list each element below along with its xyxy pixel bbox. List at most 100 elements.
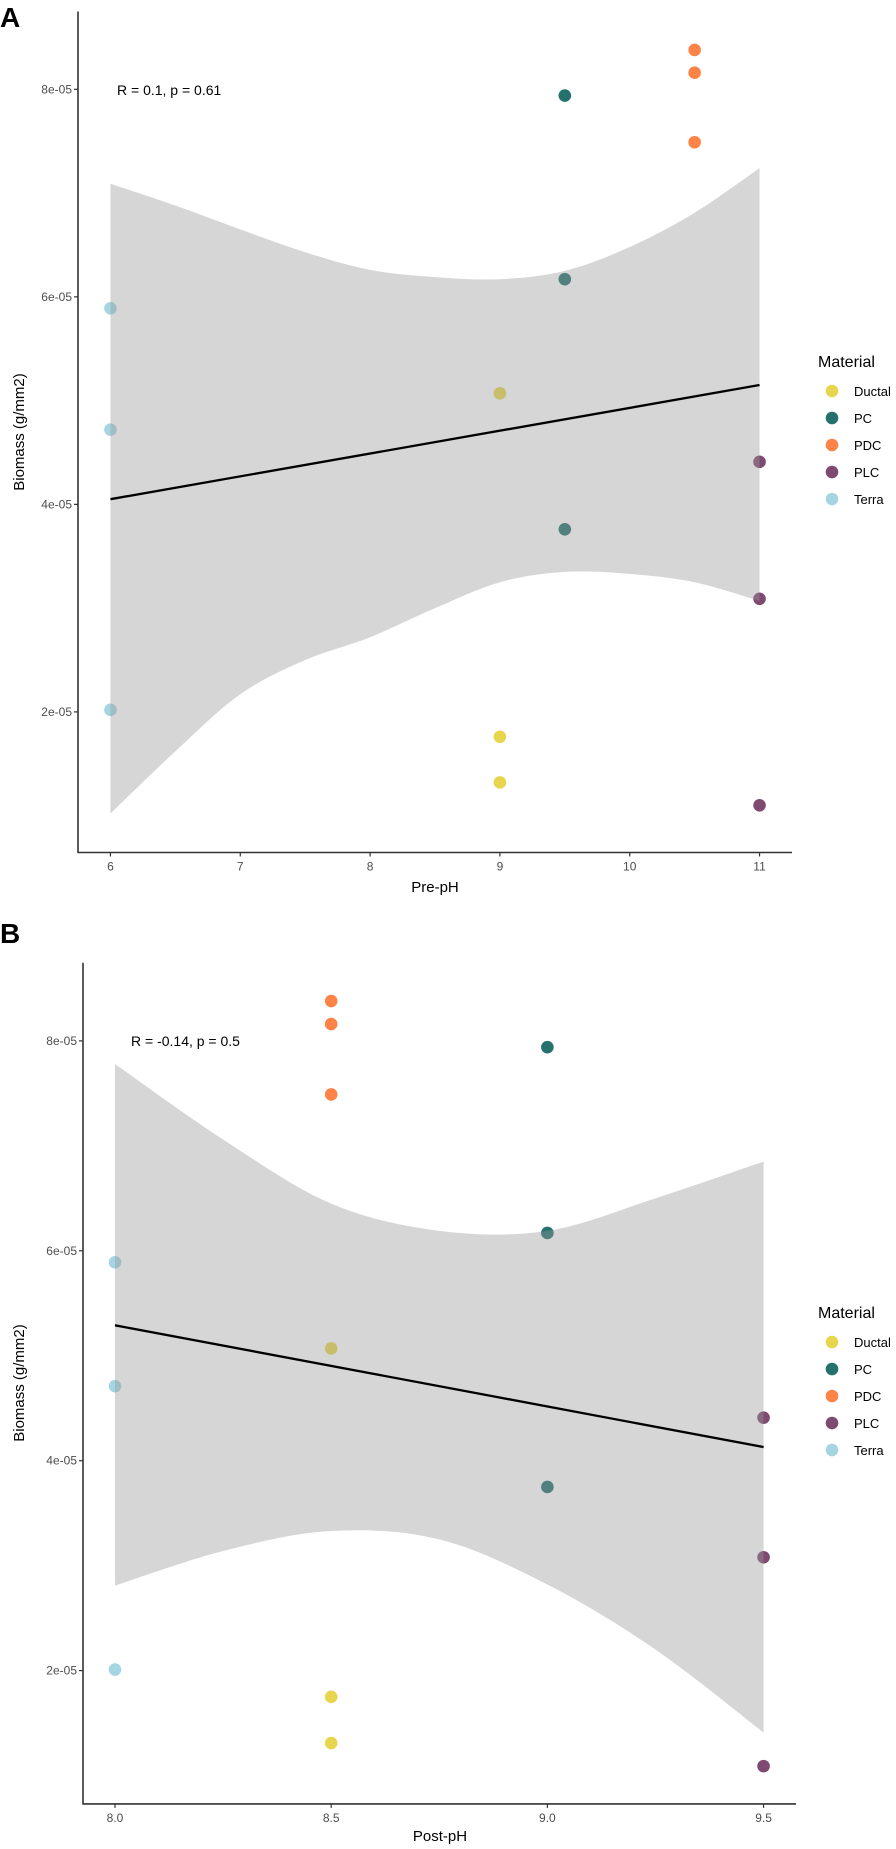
legend-item-terra: Terra [825,1443,884,1458]
data-point-pc [558,522,572,536]
legend-label: PC [854,411,872,426]
legend-label: PLC [854,465,879,480]
legend-label: Terra [854,492,884,507]
axes: 6 7 8 9 10 11 2e-05 4e-05 6e-05 8e-05 [41,11,792,874]
axes: 8.0 8.5 9.0 9.5 2e-05 4e-05 6e-05 8e-05 [46,962,796,1825]
legend-label: Ductal [854,384,891,399]
legend-swatch [825,1416,839,1430]
panel-label: B [0,918,20,949]
data-point-pdc [688,66,701,80]
y-axis-title: Biomass (g/mm2) [11,1324,28,1442]
x-tick-label: 11 [753,860,766,874]
confidence-band [110,168,760,814]
regression-line [110,383,760,501]
data-point-pdc [688,135,701,149]
legend-title: Material [818,1305,875,1322]
legend-label: Ductal [854,1335,891,1350]
data-point-ductal [493,387,507,400]
y-tick-label: 8e-05 [46,1034,77,1048]
data-point-terra [104,301,117,315]
data-point-ductal [324,1342,338,1355]
legend: Material Ductal PC PDC PLC Terra [818,354,891,507]
x-tick-label: 10 [623,860,637,874]
data-point-plc [757,1550,770,1564]
data-point-terra [108,1379,122,1393]
data-point-pc [541,1040,554,1054]
legend-swatch [825,1362,839,1376]
correlation-annotation: R = -0.14, p = 0.5 [131,1033,240,1049]
y-tick-label: 2e-05 [46,1664,77,1678]
data-point-ductal [324,1736,338,1750]
legend-item-pdc: PDC [825,1389,881,1404]
legend-title: Material [818,354,875,371]
legend-label: PLC [854,1416,879,1431]
x-tick-label: 9.5 [755,1811,772,1825]
x-tick-label: 8 [367,860,374,874]
data-point-plc [753,455,766,469]
y-tick-label: 2e-05 [41,705,72,719]
legend-swatch [825,1443,839,1457]
legend-item-plc: PLC [825,465,879,480]
x-tick-label: 8.0 [107,1811,124,1825]
data-point-pc [541,1480,554,1494]
y-tick-label: 8e-05 [41,82,72,96]
legend: Material Ductal PC PDC PLC Terra [818,1305,891,1458]
data-point-plc [753,592,766,606]
data-point-pdc [688,43,701,57]
legend-item-pdc: PDC [825,438,881,453]
y-tick-label: 6e-05 [41,290,72,304]
legend-swatch [825,1335,839,1349]
legend-item-pc: PC [825,1362,872,1377]
legend-swatch [825,1389,839,1403]
legend-label: PDC [854,438,881,453]
legend-label: Terra [854,1443,884,1458]
legend-swatch [825,384,839,398]
legend-item-pc: PC [825,411,872,426]
x-tick-label: 9 [497,860,504,874]
points-layer [104,43,766,812]
panel-a: A 6 7 8 9 10 11 2e-05 4e-05 6e-05 8e-05 R = 0.1, … [0,2,891,896]
legend-item-plc: PLC [825,1416,879,1431]
data-point-terra [108,1663,122,1676]
x-tick-label: 8.5 [323,1811,340,1825]
y-tick-label: 4e-05 [41,497,72,511]
x-tick-label: 6 [107,860,114,874]
y-tick-label: 6e-05 [46,1244,77,1258]
x-axis-title: Post-pH [413,1828,467,1845]
panel-label: A [0,2,20,33]
x-tick-label: 7 [237,860,244,874]
data-point-plc [757,1759,770,1773]
regression-line [114,1324,764,1449]
y-axis-title: Biomass (g/mm2) [11,373,28,491]
legend-item-ductal: Ductal [825,384,891,399]
legend-item-ductal: Ductal [825,1335,891,1350]
data-point-pc [541,1226,554,1240]
data-point-pdc [324,1088,338,1101]
x-axis-title: Pre-pH [411,879,459,896]
data-point-pc [558,89,572,102]
data-point-pdc [324,1017,338,1031]
data-point-ductal [493,730,507,744]
x-tick-label: 9.0 [539,1811,556,1825]
panel-b: B 8.0 8.5 9.0 9.5 2e-05 4e-05 6e-05 8e-05 R = -… [0,918,891,1845]
legend-label: PC [854,1362,872,1377]
data-point-ductal [324,1690,338,1704]
legend-swatch [825,465,839,479]
data-point-ductal [493,776,507,789]
legend-item-terra: Terra [825,492,884,507]
data-point-plc [757,1411,770,1424]
legend-swatch [825,492,839,506]
points-layer [108,994,770,1773]
legend-swatch [825,438,839,452]
data-point-terra [104,423,117,436]
y-tick-label: 4e-05 [46,1454,77,1468]
correlation-annotation: R = 0.1, p = 0.61 [117,82,222,98]
data-point-terra [108,1256,122,1269]
data-point-pc [558,272,572,286]
legend-swatch [825,411,839,425]
legend-label: PDC [854,1389,881,1404]
confidence-band [114,1063,764,1733]
data-point-terra [104,703,117,717]
data-point-plc [753,798,766,812]
